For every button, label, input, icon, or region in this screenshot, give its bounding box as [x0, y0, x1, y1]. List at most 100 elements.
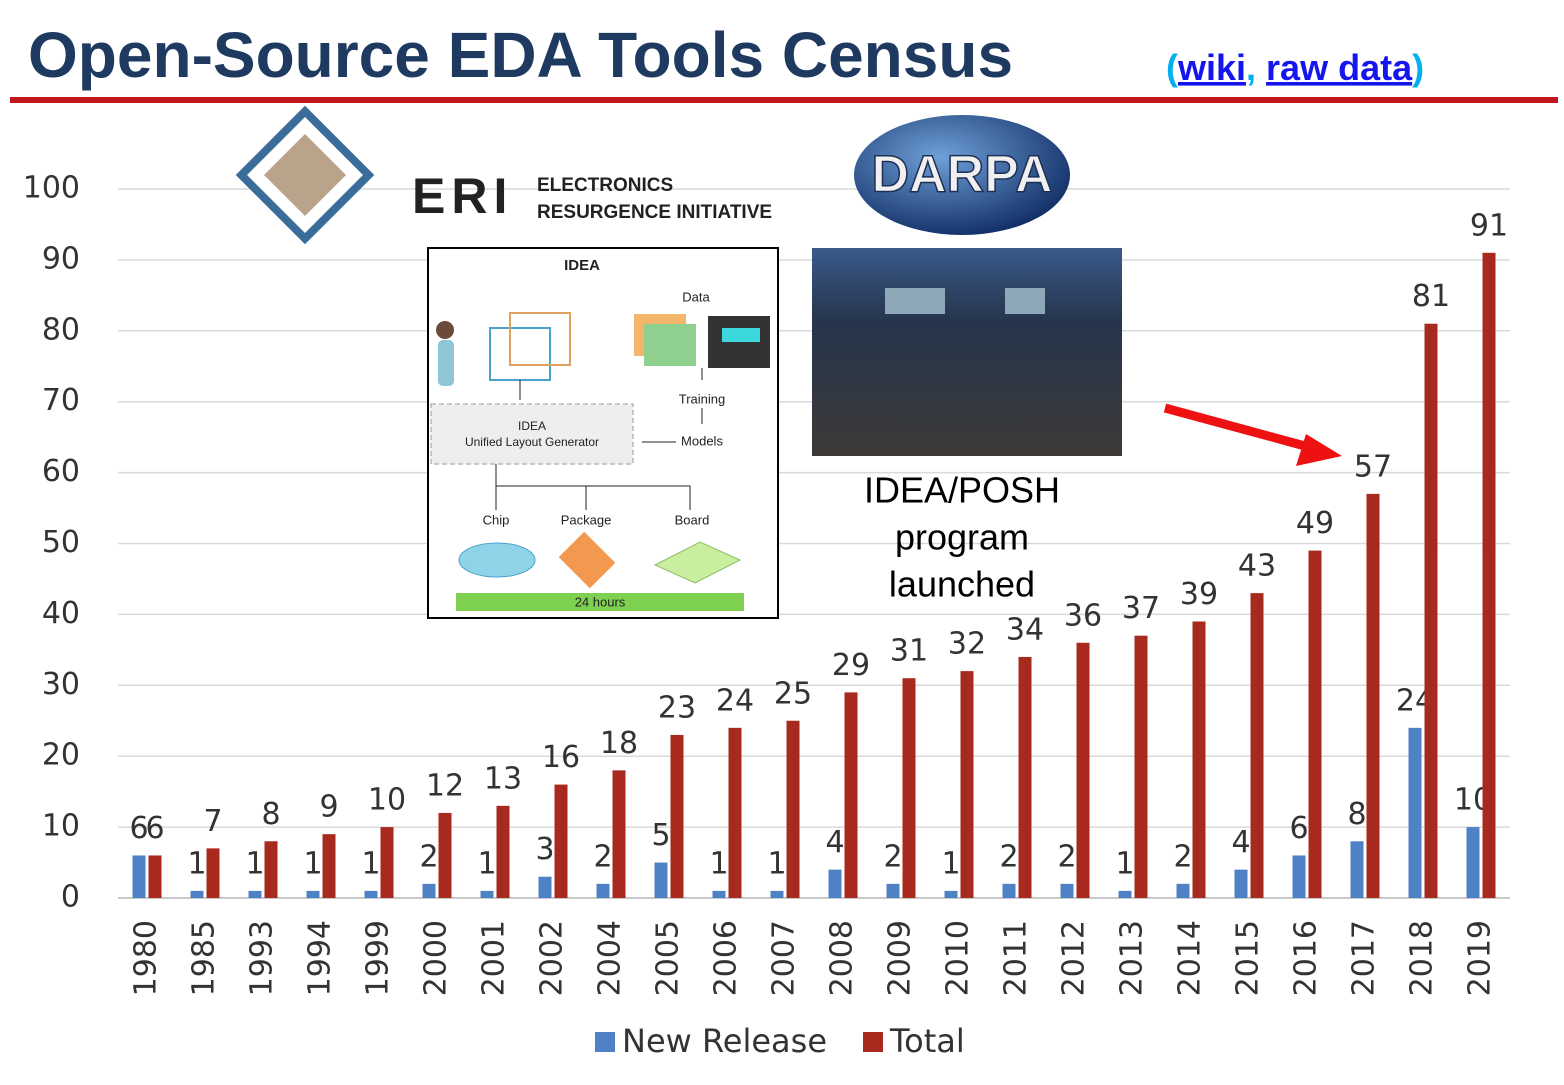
data-label: 2	[1173, 839, 1192, 874]
y-tick-label: 40	[42, 596, 80, 631]
bar	[1292, 855, 1306, 898]
x-tick-label: 1999	[361, 920, 396, 996]
separator: ,	[1246, 47, 1256, 88]
data-label: 2	[1057, 839, 1076, 874]
legend: New Release Total	[595, 1022, 965, 1060]
bar	[770, 890, 784, 898]
bar	[1350, 841, 1364, 898]
idea-label: Chip	[483, 512, 510, 527]
eri-name: ELECTRONICS	[537, 175, 673, 196]
y-tick-label: 80	[42, 312, 80, 347]
x-tick-label: 2013	[1115, 920, 1150, 996]
bar	[206, 848, 220, 898]
bar	[1118, 890, 1132, 898]
eri-letters: ERI	[412, 168, 513, 224]
x-tick-label: 2004	[593, 920, 628, 996]
bar	[1424, 323, 1438, 899]
y-tick-label: 50	[42, 525, 80, 560]
data-label: 25	[774, 676, 812, 711]
bar	[132, 855, 146, 898]
idea-label: Package	[561, 512, 612, 527]
idea-sheet	[722, 328, 760, 342]
y-tick-label: 100	[23, 171, 80, 206]
bar	[1482, 252, 1496, 898]
data-label: 16	[542, 740, 580, 775]
bar	[960, 671, 974, 898]
y-tick-label: 30	[42, 667, 80, 702]
data-label: 10	[368, 783, 406, 818]
bar	[480, 890, 494, 898]
darpa-text: DARPA	[871, 146, 1052, 204]
data-label: 32	[948, 627, 986, 662]
annotation: program	[895, 517, 1029, 558]
annotation: IDEA/POSH	[864, 470, 1060, 511]
data-label: 57	[1354, 449, 1392, 484]
bar	[438, 812, 452, 898]
bar	[1192, 621, 1206, 898]
eri-logo: ERI ELECTRONICS RESURGENCE INITIATIVE	[235, 105, 772, 245]
data-label: 37	[1122, 591, 1160, 626]
bar	[654, 862, 668, 898]
photo-screen	[885, 288, 945, 314]
idea-diagram: IDEA Data Training Models IDEA Unified L…	[427, 247, 779, 619]
bar	[264, 841, 278, 898]
x-tick-label: 2007	[767, 920, 802, 996]
y-tick-label: 20	[42, 738, 80, 773]
bar	[670, 734, 684, 898]
bar	[1076, 642, 1090, 898]
bar	[148, 855, 162, 898]
idea-sheet	[489, 327, 551, 381]
arrow	[1163, 403, 1307, 451]
bar	[612, 770, 626, 898]
data-label: 8	[261, 797, 280, 832]
arrow-head	[1296, 434, 1342, 466]
data-label: 1	[245, 846, 264, 881]
link[interactable]: raw data	[1266, 47, 1413, 88]
bar	[554, 784, 568, 898]
data-label: 13	[484, 761, 522, 796]
data-label: 34	[1006, 612, 1044, 647]
idea-label: Models	[681, 433, 723, 448]
bar	[422, 883, 436, 898]
bar	[596, 883, 610, 898]
bar	[1234, 869, 1248, 898]
data-label: 9	[319, 790, 338, 825]
idea-sheet	[644, 324, 696, 366]
data-label: 3	[535, 832, 554, 867]
x-tick-label: 1985	[187, 920, 222, 996]
idea-label: 24 hours	[575, 594, 626, 609]
x-tick-label: 1980	[129, 920, 164, 996]
data-label: 7	[203, 804, 222, 839]
title-rule	[10, 97, 1558, 103]
idea-chip	[458, 542, 536, 578]
idea-label: Unified Layout Generator	[465, 435, 599, 449]
idea-person	[438, 340, 454, 386]
bar	[496, 805, 510, 898]
x-tick-label: 2019	[1463, 920, 1498, 996]
link[interactable]: wiki	[1177, 47, 1246, 88]
data-label: 1	[1115, 846, 1134, 881]
x-tick-label: 2008	[825, 920, 860, 996]
y-tick-label: 10	[42, 809, 80, 844]
data-label: 2	[999, 839, 1018, 874]
idea-package	[558, 531, 616, 589]
data-label: 8	[1347, 797, 1366, 832]
bar	[828, 869, 842, 898]
idea-board	[653, 541, 742, 584]
eri-name: RESURGENCE INITIATIVE	[537, 202, 772, 223]
idea-label: Training	[679, 391, 725, 406]
x-tick-label: 2016	[1289, 920, 1324, 996]
idea-bar	[456, 593, 744, 611]
bar	[1408, 727, 1422, 898]
x-tick-label: 2015	[1231, 920, 1266, 996]
legend-label: Total	[889, 1022, 965, 1060]
x-tick-label: 2011	[999, 920, 1034, 996]
darpa-globe	[854, 115, 1070, 235]
y-tick-label: 60	[42, 454, 80, 489]
bar	[306, 890, 320, 898]
legend-swatch	[595, 1032, 615, 1052]
bar	[1018, 656, 1032, 898]
bar	[902, 678, 916, 898]
data-label: 29	[832, 648, 870, 683]
paren: (	[1166, 47, 1178, 88]
